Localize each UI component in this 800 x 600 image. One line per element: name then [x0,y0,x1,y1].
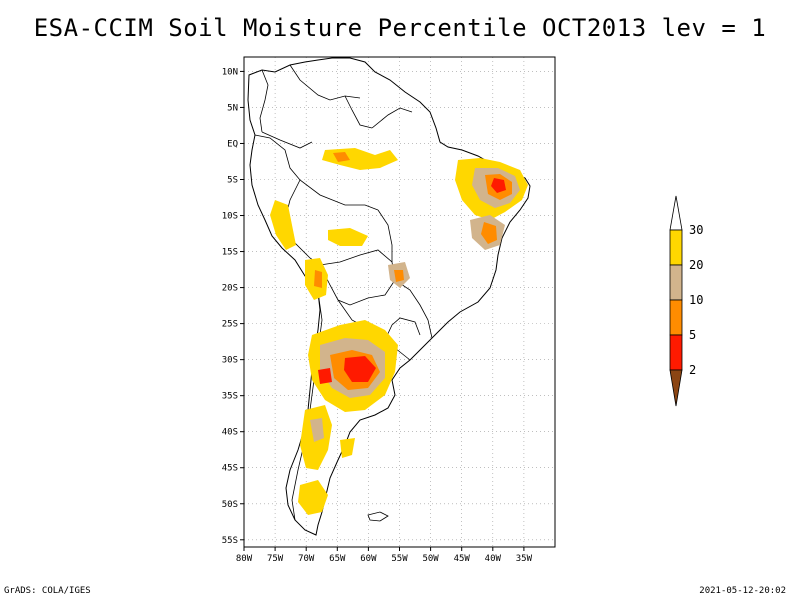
legend-label-5: 5 [689,328,696,342]
continent-outline [247,57,531,536]
lon-tick-label: 60W [360,554,377,564]
shade-patagonia-10-20 [310,418,324,442]
shade-central-5-10 [394,270,404,282]
legend-label-30: 30 [689,223,703,237]
lon-tick-label: 40W [485,554,502,564]
shading-layer [270,148,528,515]
legend-label-10: 10 [689,293,703,307]
lat-tick-label: 30S [222,356,238,366]
lat-tick-label: 45S [222,464,238,474]
axis-ticks: 80W 75W 70W 65W 60W 55W 50W 45W 40W 35W 10N 5N EQ 5S 1… [222,67,533,564]
lat-tick-label: 40S [222,428,238,438]
footer-timestamp: 2021-05-12-20:02 [699,586,786,596]
legend-label-20: 20 [689,258,703,272]
lon-tick-label: 50W [422,554,439,564]
map-title: ESA-CCIM Soil Moisture Percentile OCT201… [33,14,767,42]
lon-tick-label: 65W [329,554,346,564]
lon-tick-label: 35W [516,554,533,564]
lat-tick-label: 55S [222,536,238,546]
legend-arrow-top [669,195,683,231]
legend-box-2-5 [669,334,683,371]
color-legend: 30 20 10 5 2 [669,195,703,407]
lat-tick-label: 50S [222,500,238,510]
lat-tick-label: 5N [227,103,238,113]
lat-tick-label: 25S [222,320,238,330]
lon-tick-label: 55W [391,554,408,564]
shade-amazon-20-30-b [328,228,368,246]
shade-andes-20-30 [270,200,296,250]
legend-label-2: 2 [689,363,696,377]
shade-amazon-20-30 [322,148,398,170]
shade-andes-5-10 [314,270,322,288]
legend-arrow-bottom [669,369,683,407]
footer-credit: GrADS: COLA/IGES [4,586,91,596]
lon-tick-label: 70W [298,554,315,564]
lat-tick-label: 5S [227,176,238,186]
falkland-islands [367,511,389,522]
lon-tick-label: 75W [267,554,284,564]
shade-amazon-5-10 [333,152,350,162]
lat-tick-label: 10N [222,67,238,77]
lat-tick-label: EQ [227,139,238,149]
lat-tick-label: 35S [222,392,238,402]
lon-tick-label: 80W [236,554,253,564]
shade-e-brazil-5-10 [481,222,497,244]
shade-ne-brazil-2-5 [491,178,506,193]
lon-tick-label: 45W [454,554,471,564]
grid-lines [243,57,555,547]
shade-patagonia-20-30-c [340,438,355,458]
shade-patagonia-20-30-b [298,480,328,515]
legend-box-10-20 [669,264,683,301]
legend-box-5-10 [669,299,683,336]
lat-tick-label: 15S [222,248,238,258]
lat-tick-label: 20S [222,284,238,294]
shade-argentina-2-5-b [318,368,332,384]
lat-tick-label: 10S [222,212,238,222]
legend-box-20-30 [669,229,683,266]
shade-argentina-2-5 [344,356,376,382]
